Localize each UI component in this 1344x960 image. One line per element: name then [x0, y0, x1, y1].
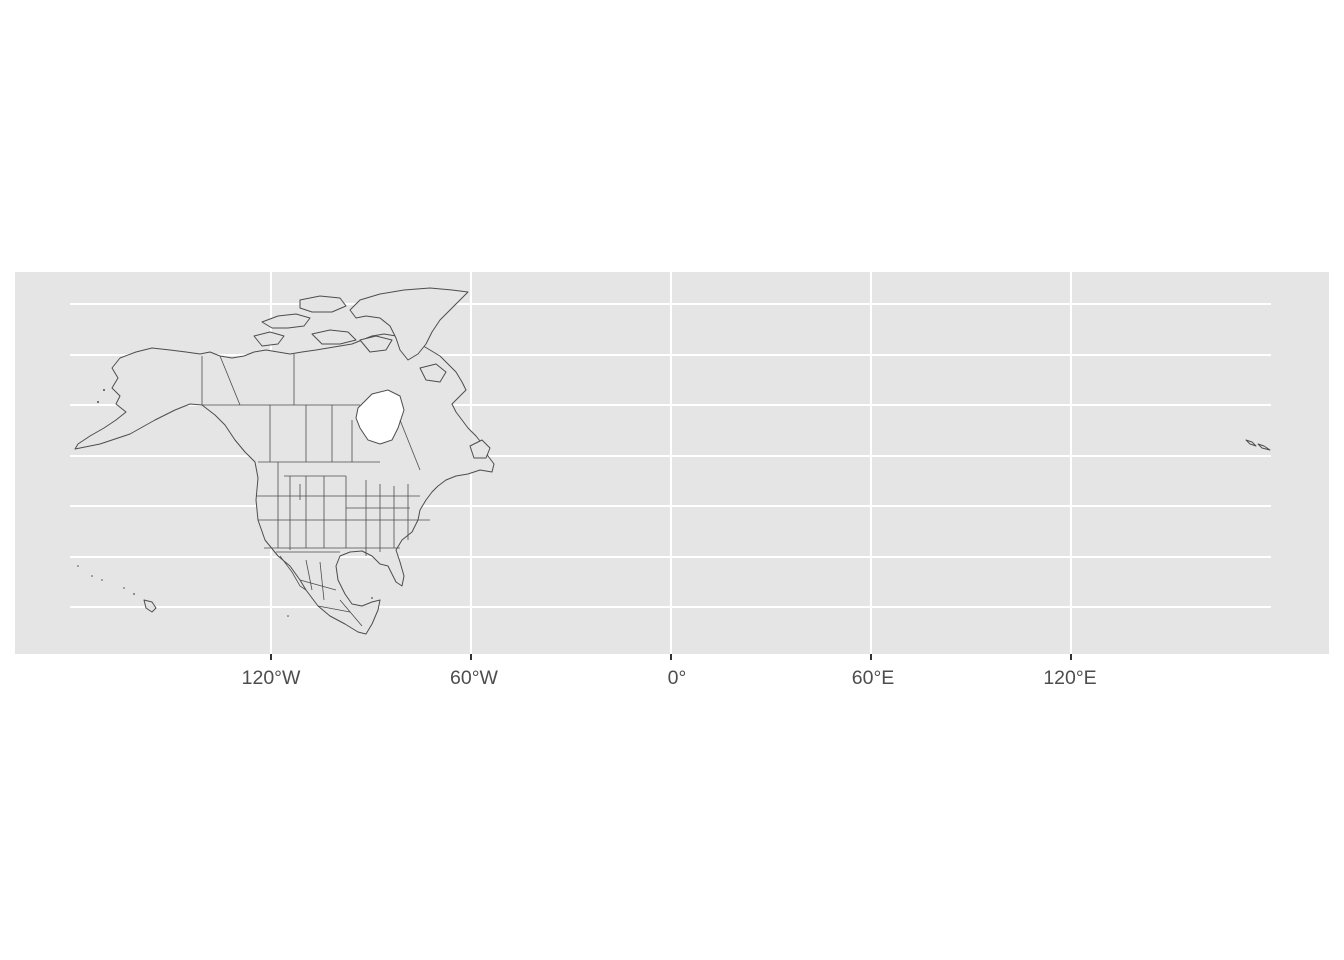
- arctic-island: [419, 363, 447, 383]
- hawaii-island: [77, 565, 79, 567]
- arctic-island: [261, 313, 311, 329]
- x-tick-label: 120°W: [242, 667, 301, 689]
- x-tick-label: 60°W: [450, 667, 498, 689]
- far-east-island: [1257, 443, 1271, 451]
- arctic-island: [311, 329, 357, 345]
- hawaii-big-island: [143, 599, 157, 613]
- hawaii-island: [101, 579, 103, 581]
- x-axis: 120°W 60°W 0° 60°E 120°E: [242, 654, 1097, 689]
- far-east-islands: [1245, 439, 1271, 451]
- hawaii-island: [91, 575, 93, 577]
- aleutian-island: [103, 389, 105, 391]
- greenland: [349, 287, 469, 361]
- x-tick-label: 0°: [668, 667, 687, 689]
- newfoundland: [469, 439, 491, 459]
- north-america: [74, 287, 495, 635]
- admin-borders: [201, 354, 430, 627]
- hudson-bay: [355, 389, 405, 445]
- arctic-island: [359, 335, 393, 353]
- far-east-island: [1245, 439, 1257, 447]
- hawaii-island: [123, 587, 125, 589]
- arctic-island: [253, 331, 285, 347]
- arctic-island: [299, 295, 347, 313]
- aleutian-island: [97, 401, 99, 403]
- small-island: [371, 597, 373, 599]
- hawaii-island: [133, 593, 135, 595]
- small-island: [287, 615, 289, 617]
- x-tick-label: 120°E: [1043, 667, 1096, 689]
- x-tick-label: 60°E: [852, 667, 895, 689]
